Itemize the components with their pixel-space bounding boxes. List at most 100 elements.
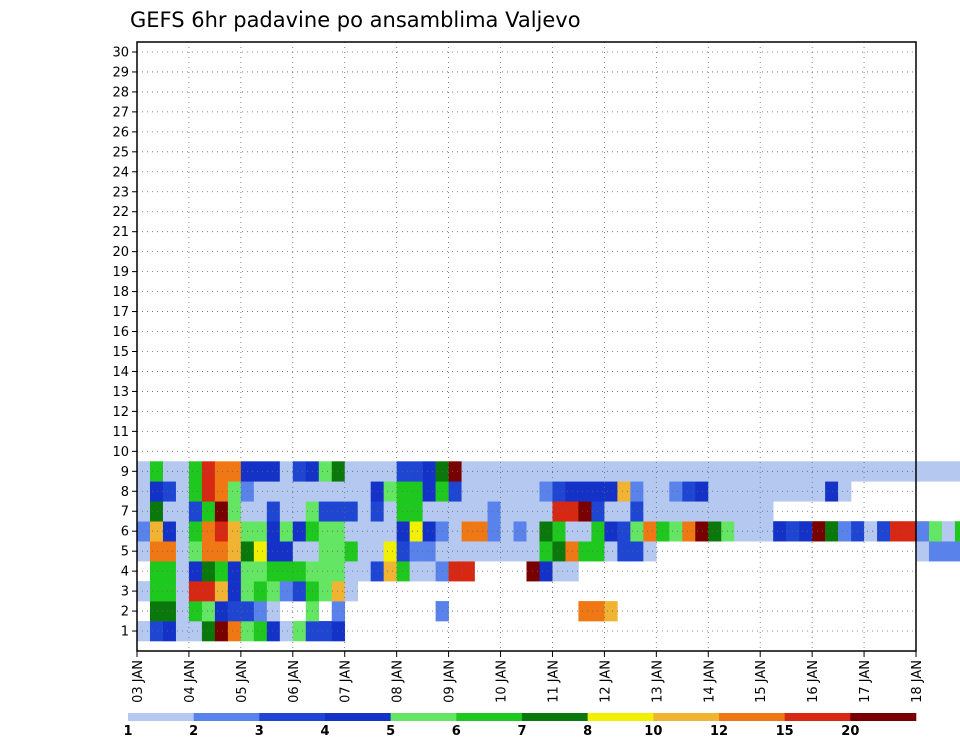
heatmap-cell <box>461 461 475 482</box>
colorbar-segment <box>456 713 523 721</box>
heatmap-cell <box>227 521 242 542</box>
heatmap-cell <box>708 481 722 502</box>
heatmap-cell <box>162 521 177 542</box>
heatmap-cell <box>422 501 436 522</box>
heatmap-cell <box>227 581 242 602</box>
heatmap-cell <box>137 481 151 502</box>
heatmap-cell <box>149 521 164 542</box>
x-tick-label: 13 JAN <box>650 660 665 703</box>
heatmap-cell <box>292 461 307 482</box>
heatmap-cell <box>643 521 657 542</box>
heatmap-cell <box>383 501 397 522</box>
heatmap-cell <box>149 541 164 562</box>
heatmap-cell <box>149 501 164 522</box>
heatmap-cell <box>344 501 359 522</box>
heatmap-cell <box>643 541 657 562</box>
heatmap-cell <box>318 461 333 482</box>
heatmap-cell <box>279 481 294 502</box>
x-tick-label: 15 JAN <box>754 660 769 703</box>
heatmap-cell <box>409 461 423 482</box>
heatmap-cell <box>383 541 397 562</box>
heatmap-cell <box>760 521 774 542</box>
heatmap-cell <box>669 521 683 542</box>
heatmap-cell <box>513 501 527 522</box>
heatmap-cell <box>591 461 605 482</box>
heatmap-cell <box>513 541 527 562</box>
heatmap-cell <box>266 601 281 622</box>
colorbar-label: 7 <box>517 724 526 739</box>
heatmap-cell <box>591 481 605 502</box>
heatmap-cell <box>396 461 410 482</box>
y-tick-label: 17 <box>112 305 129 320</box>
heatmap-cell <box>954 461 960 482</box>
y-tick-label: 22 <box>112 205 129 220</box>
heatmap-cell <box>318 481 333 502</box>
colorbar: 1 2 3 4 5 6 7 8 10 12 15 20 <box>123 713 917 739</box>
heatmap-cell <box>877 521 891 542</box>
heatmap-cell <box>812 461 826 482</box>
x-tick-label: 17 JAN <box>858 660 873 703</box>
heatmap-cell <box>266 501 281 522</box>
heatmap-cell <box>279 521 294 542</box>
x-tick-label: 08 JAN <box>391 660 406 703</box>
heatmap-cell <box>253 621 268 642</box>
heatmap-cell <box>149 601 164 622</box>
heatmap-cell <box>448 481 462 502</box>
heatmap-cell <box>201 481 216 502</box>
heatmap-cell <box>773 521 787 542</box>
heatmap-cell <box>578 541 592 562</box>
heatmap-cell <box>591 501 605 522</box>
heatmap-cell <box>279 621 294 642</box>
colorbar-segment <box>719 713 785 721</box>
heatmap-cell <box>188 621 203 642</box>
heatmap-cell <box>747 481 761 502</box>
x-tick-label: 04 JAN <box>183 660 198 703</box>
heatmap-cell <box>578 501 592 522</box>
heatmap-cell <box>188 461 203 482</box>
heatmap-cell <box>747 521 761 542</box>
colorbar-label: 3 <box>255 724 264 739</box>
plot-frame <box>136 41 917 652</box>
x-tick-label: 14 JAN <box>702 660 717 703</box>
heatmap-cell <box>162 481 177 502</box>
heatmap-cell <box>292 561 307 582</box>
chart-title: GEFS 6hr padavine po ansamblima Valjevo <box>130 8 581 32</box>
y-tick-label: 9 <box>121 465 129 480</box>
colorbar-segment <box>850 713 917 721</box>
colorbar-label: 1 <box>123 724 132 739</box>
heatmap-cell <box>201 521 216 542</box>
y-tick-label: 27 <box>112 105 129 120</box>
x-tick-label: 16 JAN <box>806 660 821 703</box>
heatmap-cell <box>188 601 203 622</box>
heatmap-cell <box>409 521 423 542</box>
heatmap-cell <box>149 621 164 642</box>
heatmap-cell <box>253 521 268 542</box>
heatmap-cell <box>331 561 346 582</box>
colorbar-segment <box>587 713 654 721</box>
heatmap-cell <box>578 521 592 542</box>
heatmap-cell <box>552 541 566 562</box>
y-tick-label: 26 <box>112 125 129 140</box>
colorbar-segment <box>522 713 588 721</box>
heatmap-cell <box>279 561 294 582</box>
heatmap-cell <box>928 461 943 482</box>
y-tick-label: 7 <box>121 505 129 520</box>
heatmap-cell <box>669 501 683 522</box>
heatmap-cell <box>838 521 852 542</box>
heatmap-cell <box>487 541 501 562</box>
heatmap-cell <box>903 461 917 482</box>
heatmap-cell <box>396 541 410 562</box>
heatmap-cell <box>162 581 177 602</box>
heatmap-cell <box>591 541 605 562</box>
heatmap-cell <box>617 461 631 482</box>
colorbar-segment <box>390 713 457 721</box>
heatmap-cell <box>266 621 281 642</box>
heatmap-cell <box>331 521 346 542</box>
heatmap-cell <box>279 461 294 482</box>
heatmap-cell <box>526 481 540 502</box>
heatmap-cell <box>578 481 592 502</box>
heatmap-cell <box>214 481 229 502</box>
heatmap-cell <box>877 461 891 482</box>
heatmap-cell <box>331 461 346 482</box>
heatmap-cell <box>695 481 709 502</box>
